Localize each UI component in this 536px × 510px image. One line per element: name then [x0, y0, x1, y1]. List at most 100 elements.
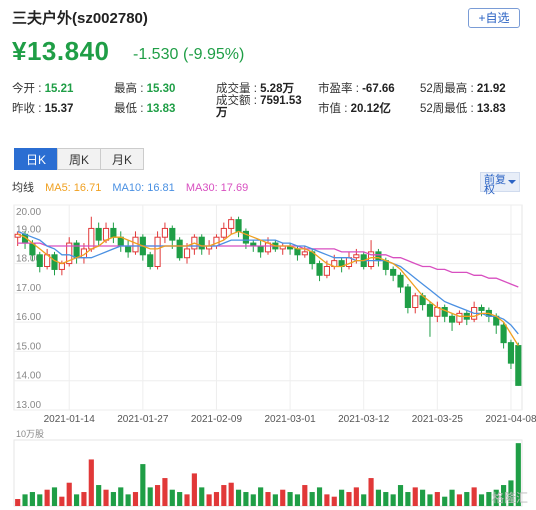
- current-price: ¥13.840: [12, 36, 110, 66]
- volume-bar: [110, 492, 116, 506]
- ma10-line: [17, 230, 519, 335]
- ma-legend: 均线 MA5: 16.71 MA10: 16.81 MA30: 17.69: [12, 179, 256, 195]
- chevron-down-icon: [508, 180, 516, 184]
- ma10-legend: MA10: 16.81: [112, 182, 175, 194]
- adjust-dropdown[interactable]: 前复权: [480, 172, 520, 196]
- watermark-logo: 格隆汇: [491, 491, 528, 505]
- volume-bar: [235, 489, 242, 506]
- volume-bar: [243, 492, 249, 506]
- volume-bar: [456, 494, 462, 506]
- candle-body: [301, 251, 308, 256]
- volume-bar: [353, 487, 359, 506]
- volume-bar: [375, 489, 382, 506]
- volume-bar: [206, 494, 212, 506]
- volume-unit-label: 10万股: [16, 429, 44, 439]
- candle-body: [426, 304, 434, 317]
- volume-bar: [22, 494, 28, 506]
- candle-body: [507, 342, 515, 364]
- volume-bar: [501, 485, 507, 506]
- x-tick-label: 2021-02-09: [191, 414, 243, 425]
- ma5-line: [17, 230, 519, 346]
- ma30-line: [17, 242, 519, 288]
- candle-body: [102, 227, 110, 241]
- volume-bar: [191, 473, 197, 506]
- volume-bar: [324, 494, 330, 506]
- candle-body: [125, 245, 132, 253]
- volume-bar: [15, 499, 21, 506]
- adjust-label: 前复权: [484, 174, 506, 196]
- candle-body: [316, 263, 323, 276]
- candle-body: [220, 227, 227, 238]
- volume-bar: [412, 487, 418, 506]
- stat-52w-low: 52周最低 : 13.83: [420, 103, 506, 115]
- candle-body: [198, 236, 205, 250]
- candle-body: [375, 251, 382, 262]
- volume-bar: [103, 489, 109, 506]
- price-change-pct: (-9.95%): [183, 46, 245, 63]
- volume-bar: [81, 492, 87, 506]
- volume-bar: [213, 492, 220, 506]
- volume-bar: [339, 489, 345, 506]
- y-tick-label: 15.00: [16, 341, 41, 352]
- tab-daily-k[interactable]: 日K: [14, 148, 58, 170]
- candle-body: [228, 219, 235, 229]
- x-tick-label: 2021-03-01: [265, 414, 317, 425]
- x-tick-label: 2021-03-25: [412, 414, 464, 425]
- x-tick-label: 2021-01-27: [117, 414, 169, 425]
- stat-amount: 成交额 : 7591.53 万: [216, 95, 302, 119]
- stat-high: 最高 : 15.30: [114, 83, 176, 95]
- volume-chart: 10万股: [13, 429, 523, 507]
- volume-bar: [405, 492, 411, 506]
- candle-body: [73, 242, 80, 259]
- candle-body: [154, 236, 161, 268]
- volume-bar: [118, 487, 124, 506]
- x-tick-label: 2021-01-14: [44, 414, 96, 425]
- y-tick-label: 17.00: [16, 283, 41, 294]
- tab-monthly-k[interactable]: 月K: [100, 148, 144, 170]
- y-tick-label: 20.00: [16, 207, 41, 218]
- candle-body: [478, 307, 485, 311]
- volume-bar: [132, 492, 139, 506]
- volume-bar: [147, 487, 153, 506]
- volume-bar: [316, 487, 323, 506]
- stat-low: 最低 : 13.83: [114, 103, 176, 115]
- candle-body: [353, 254, 360, 259]
- volume-bar: [420, 489, 426, 506]
- candle-body: [412, 295, 419, 308]
- volume-bar: [390, 494, 396, 506]
- price-change: -1.530: [133, 46, 179, 63]
- candle-body: [110, 227, 117, 238]
- ma-label: 均线: [12, 182, 34, 194]
- volume-bar: [280, 489, 286, 506]
- volume-bar: [383, 492, 389, 506]
- volume-bar: [486, 492, 492, 506]
- x-tick-label: 2021-04-08: [485, 414, 536, 425]
- candle-body: [169, 227, 176, 241]
- x-tick-label: 2021-03-12: [338, 414, 390, 425]
- y-tick-label: 19.00: [16, 224, 41, 235]
- volume-bar: [37, 494, 43, 506]
- volume-bar: [493, 489, 499, 506]
- stat-open: 今开 : 15.21: [12, 83, 74, 95]
- add-watchlist-button[interactable]: +自选: [468, 8, 520, 28]
- volume-bar: [442, 496, 448, 506]
- candle-body: [58, 263, 65, 270]
- volume-bar: [199, 487, 205, 506]
- volume-bar: [294, 494, 301, 506]
- volume-bar: [44, 489, 50, 506]
- volume-bar: [287, 492, 293, 506]
- volume-bar: [96, 485, 102, 506]
- volume-bar: [434, 492, 440, 506]
- volume-bar: [361, 494, 367, 506]
- volume-bar: [346, 492, 352, 506]
- candle-body: [183, 248, 191, 259]
- volume-bar: [184, 494, 190, 506]
- ma30-legend: MA30: 17.69: [185, 182, 249, 194]
- stat-volume: 成交量 : 5.28万: [216, 83, 294, 95]
- tab-weekly-k[interactable]: 周K: [57, 148, 101, 170]
- candle-body: [404, 286, 411, 308]
- period-tabs: 日K 周K 月K: [14, 148, 144, 170]
- volume-bar: [29, 492, 35, 506]
- candle-body: [147, 254, 154, 267]
- volume-bar: [74, 494, 80, 506]
